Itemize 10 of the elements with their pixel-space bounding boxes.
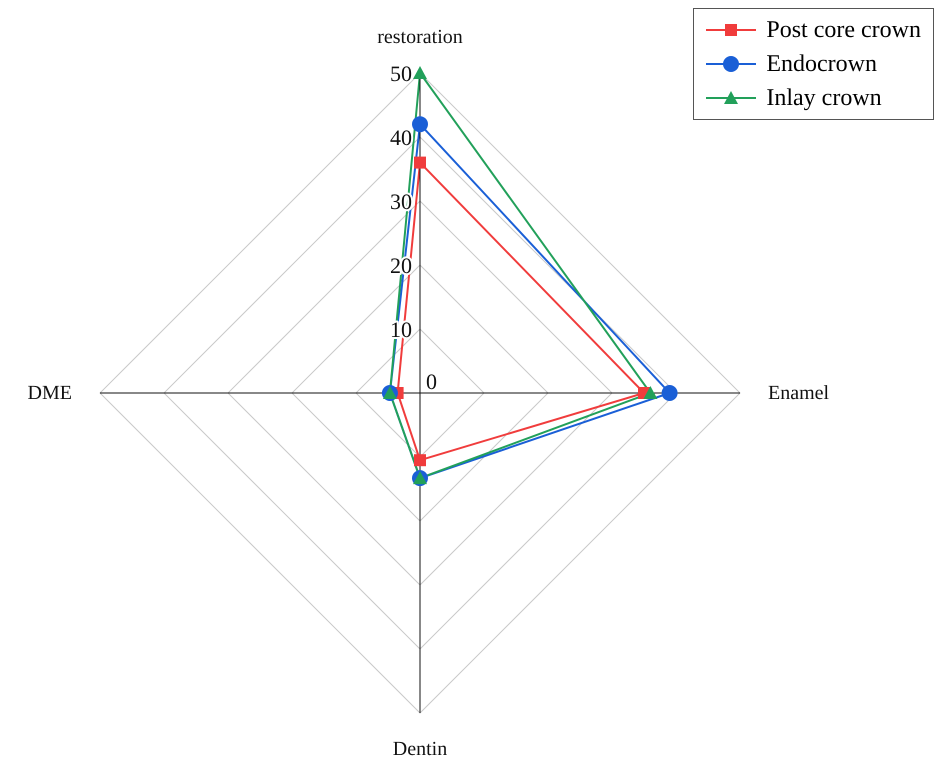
y-tick-label: 50	[390, 61, 412, 86]
legend-label: Post core crown	[766, 16, 921, 44]
spoke-label: DME	[28, 382, 72, 404]
legend-label: Inlay crown	[766, 84, 882, 112]
spoke-label: restoration	[377, 26, 463, 48]
spoke-label: Enamel	[768, 382, 830, 404]
legend-label: Endocrown	[766, 50, 877, 78]
spoke-label: Dentin	[392, 738, 448, 760]
y-tick-label: 0	[426, 369, 437, 394]
y-tick-label: 40	[390, 125, 412, 150]
